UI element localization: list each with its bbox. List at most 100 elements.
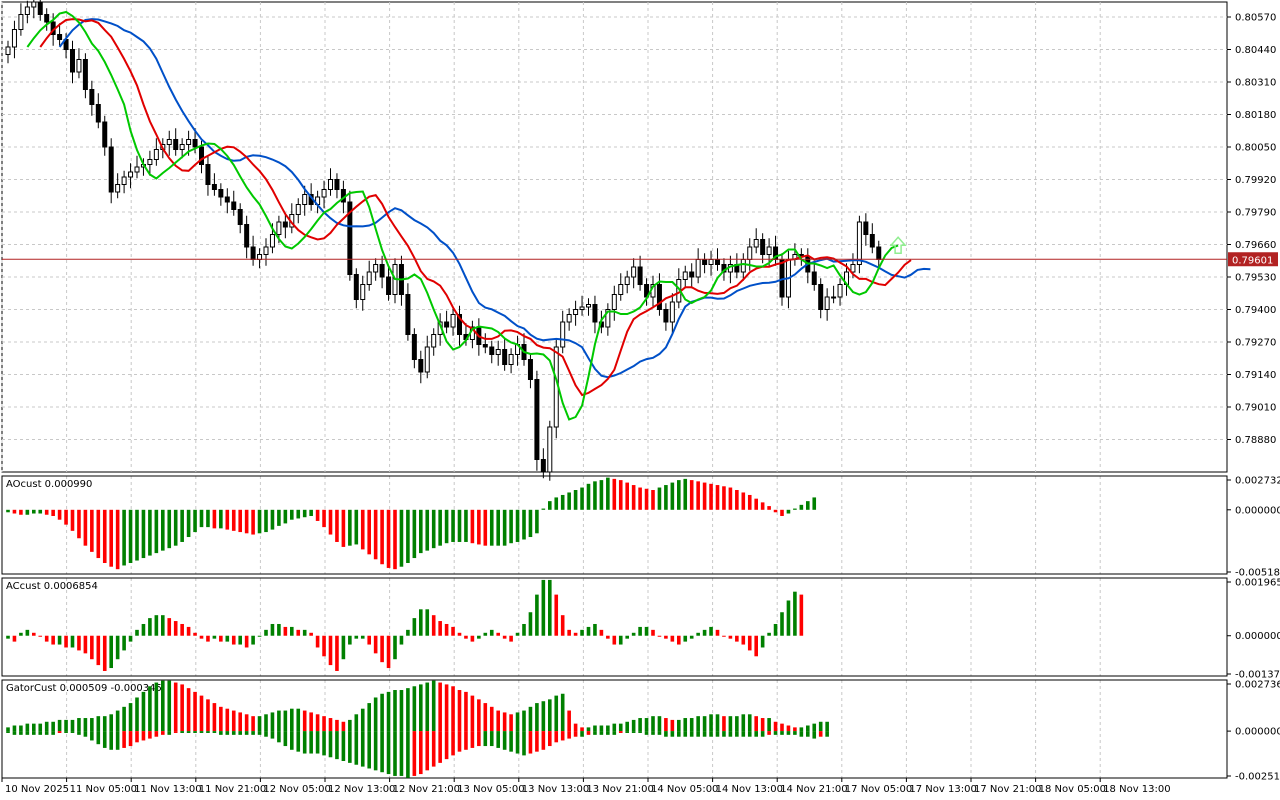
- gator-lower-bar: [283, 731, 288, 747]
- ao-bar: [412, 509, 417, 559]
- gator-lower-bar: [225, 731, 230, 735]
- ac-pane-frame: [1, 577, 1228, 677]
- gator-lower-bar: [670, 731, 675, 737]
- gator-lower-bar: [696, 731, 700, 737]
- gator-upper-bar: [567, 710, 571, 732]
- ao-bar: [277, 509, 281, 526]
- gator-upper-bar: [722, 716, 726, 732]
- price-tick-label: 0.80180: [1235, 110, 1276, 121]
- gator-upper-bar: [593, 725, 597, 732]
- gator-upper-bar: [102, 716, 107, 732]
- gator-lower-bar: [399, 731, 404, 776]
- gator-upper-bar: [464, 691, 468, 732]
- gator-lower-bar: [509, 731, 513, 752]
- ac-bar: [135, 629, 139, 636]
- gator-lower-bar: [477, 731, 481, 747]
- bear-candle: [224, 196, 230, 203]
- ao-bar: [567, 492, 571, 510]
- gator-lower-bar: [341, 731, 346, 762]
- gator-upper-bar: [431, 680, 436, 732]
- ac-bar: [677, 635, 681, 645]
- bull-candle: [76, 59, 82, 73]
- bear-candle: [70, 49, 75, 73]
- gator-upper-bar: [64, 719, 68, 732]
- ac-bar: [219, 635, 223, 642]
- gator-lower-bar: [489, 731, 494, 747]
- gator-upper-bar: [780, 723, 784, 732]
- gator-upper-bar: [735, 716, 739, 732]
- gator-lower-bar: [19, 731, 23, 735]
- gator-upper-bar: [283, 710, 288, 732]
- bear-candle: [244, 224, 250, 248]
- gator-upper-bar: [373, 697, 378, 732]
- ac-bar: [238, 635, 242, 645]
- ac-indicator-pane[interactable]: 0.0019657 0.0000000 -0.0013711 ACcust 0.000…: [1, 577, 1280, 681]
- bear-candle: [418, 359, 424, 373]
- ao-pane-tick-label: 0.000000: [1235, 505, 1280, 516]
- gator-lower-bar: [644, 731, 649, 735]
- gator-upper-bar: [754, 716, 758, 732]
- gator-upper-bar: [483, 703, 488, 732]
- bear-candle: [334, 179, 340, 190]
- ac-pane-tick-label: 0.0000000: [1235, 631, 1280, 642]
- gator-lower-bar: [212, 731, 217, 733]
- bull-candle: [263, 246, 269, 255]
- price-tick-label: 0.80440: [1235, 45, 1276, 56]
- ao-bar: [348, 509, 352, 546]
- bull-candle: [495, 349, 501, 355]
- ao-bar: [19, 509, 23, 515]
- candles: [5, 0, 882, 481]
- ao-bar: [651, 490, 655, 510]
- gator-upper-bar: [419, 684, 423, 732]
- ac-bar: [780, 612, 784, 636]
- gator-upper-bar: [360, 708, 365, 732]
- gator-upper-bar: [606, 725, 610, 732]
- gator-lower-bar: [702, 731, 707, 737]
- ac-bar: [77, 635, 81, 651]
- price-pane[interactable]: 0.80570 0.80440 0.80310 0.80180 0.80050 0.799…: [1, 0, 1278, 778]
- ac-bar: [283, 626, 288, 636]
- gator-indicator-pane[interactable]: 0.002736 0.000000 -0.002510 GatorCust 0.000…: [1, 679, 1280, 783]
- ac-bar: [270, 623, 275, 636]
- ao-bar: [199, 509, 204, 528]
- ao-bar: [489, 509, 494, 546]
- bear-candle: [282, 221, 288, 228]
- ac-bar: [548, 579, 552, 636]
- ac-bar: [6, 635, 10, 639]
- gator-lower-bar: [535, 731, 539, 752]
- ao-bar: [483, 509, 488, 546]
- gator-lower-bar: [586, 731, 591, 735]
- bear-candle: [482, 344, 488, 348]
- gator-lower-bar: [290, 731, 294, 750]
- time-tick-label: 18 Nov 05:00: [1039, 784, 1106, 795]
- gator-lower-bar: [741, 731, 746, 737]
- price-tick-label: 0.80050: [1235, 143, 1276, 154]
- ao-bar: [625, 482, 629, 510]
- ac-pane-tick-label: -0.0013711: [1235, 670, 1280, 681]
- ac-bar: [399, 635, 404, 645]
- ac-bar: [631, 632, 636, 636]
- bull-candle: [186, 139, 192, 145]
- gator-lower-bar: [141, 731, 146, 741]
- bear-candle: [489, 346, 495, 355]
- ao-indicator-pane[interactable]: 0.002732 0.000000 -0.005189 AOcust 0.000990: [1, 475, 1280, 579]
- alligator-teeth-line: [39, 18, 912, 397]
- ao-bar: [812, 497, 817, 510]
- ac-bar: [457, 632, 462, 636]
- bull-candle: [753, 239, 759, 248]
- gator-lower-bar: [367, 731, 371, 769]
- buy-signal-arrow-icon: [889, 236, 907, 254]
- ao-bar: [464, 509, 468, 542]
- gator-upper-bar: [412, 686, 417, 732]
- gator-upper-bar: [290, 708, 294, 732]
- ac-bar: [70, 635, 75, 648]
- gator-upper-bar: [489, 706, 494, 732]
- ao-bar: [109, 509, 113, 567]
- gator-upper-bar: [548, 699, 552, 732]
- ao-bar: [393, 509, 397, 570]
- bear-candle: [211, 184, 217, 190]
- ac-bar: [115, 635, 120, 660]
- ac-bar: [90, 635, 94, 660]
- gator-pane-title: GatorCust 0.000509 -0.000345: [6, 683, 162, 694]
